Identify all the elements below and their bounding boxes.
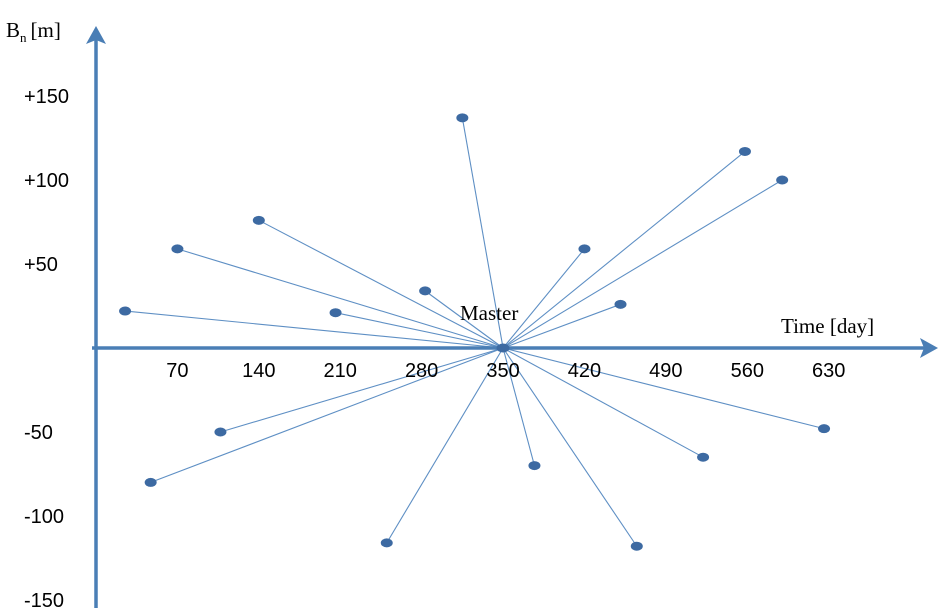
baseline-line (502, 347, 825, 430)
baseline-line (502, 303, 621, 349)
acquisition-point (697, 452, 710, 462)
acquisition-point (578, 244, 591, 254)
x-tick-label: 210 (324, 360, 357, 382)
x-tick-label: 350 (486, 360, 519, 382)
tick-labels: 70 140 210 280 350 420 490 560 630 +150 +100 +50 -50… (24, 86, 845, 612)
x-axis-label: Time [day] (781, 314, 874, 338)
baseline-line (502, 248, 585, 349)
y-tick-label: +150 (24, 86, 69, 108)
baseline-line (177, 248, 504, 349)
x-tick-label: 70 (166, 360, 188, 382)
y-tick-label: +50 (24, 254, 58, 276)
acquisition-point (214, 427, 227, 437)
y-tick-label: +100 (24, 170, 69, 192)
acquisition-points (119, 113, 831, 551)
acquisition-point (419, 286, 432, 296)
baseline-line (502, 151, 746, 349)
y-tick-label: -100 (24, 506, 64, 528)
x-tick-label: 490 (649, 360, 682, 382)
x-tick-label: 140 (242, 360, 275, 382)
acquisition-point (456, 113, 469, 123)
acquisition-point (119, 306, 132, 316)
baseline-line (424, 290, 504, 349)
acquisition-point (818, 424, 831, 434)
baseline-lines (125, 117, 825, 547)
acquisition-point (329, 308, 342, 318)
baseline-line (150, 347, 504, 483)
baseline-line (502, 347, 638, 547)
y-axis-label: Bn [m] (6, 18, 61, 45)
x-tick-label: 630 (812, 360, 845, 382)
baseline-line (502, 347, 704, 458)
baseline-line (461, 117, 504, 349)
y-tick-label: -50 (24, 422, 53, 444)
master-label: Master (460, 301, 518, 325)
acquisition-point (380, 538, 393, 548)
baseline-line (125, 310, 504, 349)
acquisition-point (738, 146, 751, 156)
y-tick-label: -150 (24, 590, 64, 612)
acquisition-point (776, 175, 789, 185)
acquisition-point (252, 215, 265, 225)
acquisition-point (614, 299, 627, 309)
x-axis-arrow (920, 338, 938, 358)
baseline-line (220, 347, 504, 433)
x-tick-label: 280 (405, 360, 438, 382)
master-point (496, 343, 510, 353)
baseline-line (502, 347, 535, 466)
acquisition-point (144, 477, 157, 487)
baseline-line (502, 179, 783, 349)
acquisition-point (528, 461, 541, 471)
x-tick-label: 560 (731, 360, 764, 382)
baseline-line (386, 347, 504, 544)
baseline-line (258, 219, 504, 349)
y-axis-arrow (86, 26, 106, 44)
acquisition-point (630, 541, 643, 551)
acquisition-point (171, 244, 184, 254)
x-tick-label: 420 (568, 360, 601, 382)
baseline-line (335, 312, 504, 349)
